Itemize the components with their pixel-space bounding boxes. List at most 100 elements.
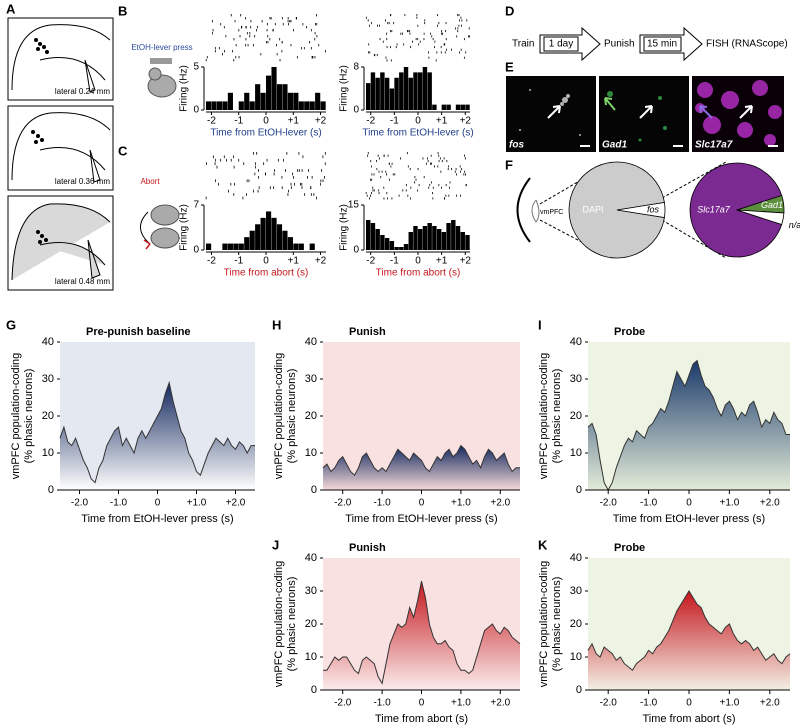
x-tick-label: 0 xyxy=(686,498,692,509)
bar xyxy=(413,72,418,110)
pie-label: fos xyxy=(647,204,660,214)
bar xyxy=(418,72,423,110)
pie-slice xyxy=(736,209,785,226)
bar xyxy=(389,241,395,250)
area-fill xyxy=(323,581,520,690)
area-line xyxy=(587,359,790,492)
bar xyxy=(276,224,283,250)
section-box xyxy=(7,17,114,101)
y-axis-label: vmPFC population-coding xyxy=(538,353,550,480)
x-axis-label: Time from abort (s) xyxy=(376,268,461,279)
arrow xyxy=(699,105,713,119)
x-tick-label: -2 xyxy=(207,116,216,127)
x-tick-label: +2.0 xyxy=(490,698,510,709)
brain-outline xyxy=(11,24,111,93)
bar xyxy=(293,243,299,250)
bar xyxy=(375,77,380,110)
bar xyxy=(244,92,250,110)
y-tick-label: 0 xyxy=(193,245,199,256)
x-tick-label: -1 xyxy=(390,116,399,127)
bar xyxy=(249,230,255,250)
y-axis-label: Firing (Hz) xyxy=(339,204,350,251)
brain-outline xyxy=(516,177,531,243)
y-tick-label: 30 xyxy=(305,585,317,597)
bar xyxy=(260,217,266,250)
panel-letter: K xyxy=(538,537,548,552)
x-tick-label: -1.0 xyxy=(640,498,658,509)
bar xyxy=(446,223,451,250)
bar xyxy=(394,247,399,250)
x-tick-label: +2.0 xyxy=(490,498,510,509)
bar xyxy=(455,226,461,250)
interval-label: 15 min xyxy=(647,39,677,50)
x-axis-label: Time from EtOH-lever press (s) xyxy=(81,513,233,525)
area-chart: 0 10 20 30 40 -2.0 -1.0 0 +1.0 +2.0 Time from EtOH… xyxy=(6,317,255,525)
x-tick-label: -1.0 xyxy=(110,498,128,509)
y-tick-label: 30 xyxy=(570,373,582,385)
y-tick-label: 5 xyxy=(193,62,199,73)
region-label: vmPFC xyxy=(540,209,563,216)
bar xyxy=(320,101,326,110)
bar xyxy=(206,243,212,250)
bar xyxy=(260,92,266,110)
panel-c: C Abort xyxy=(118,143,180,250)
panel-letter: A xyxy=(6,1,16,16)
x-tick-label: 0 xyxy=(155,498,161,509)
y-tick-label: 10 xyxy=(305,447,317,459)
interval-box xyxy=(543,36,579,52)
bar xyxy=(403,244,409,250)
x-tick-label: +2 xyxy=(460,116,472,127)
bar xyxy=(282,230,288,250)
x-tick-label: +2 xyxy=(315,256,327,267)
bar xyxy=(380,72,385,110)
x-tick-label: 0 xyxy=(415,116,421,127)
y-tick-label: 0 xyxy=(353,245,359,256)
chart-title: Punish xyxy=(349,326,386,338)
histogram: 0 7 -2 -1 0 +1 +2 Time from abort (s) Firing (Hz… xyxy=(179,152,327,279)
channel-label: Gad1 xyxy=(602,140,627,151)
bar xyxy=(266,211,272,250)
x-axis-label: Time from abort (s) xyxy=(642,713,735,725)
y-tick-label: 20 xyxy=(305,618,317,630)
y-axis-label: (% phasic neurons) xyxy=(551,577,563,672)
panel-letter: C xyxy=(118,143,128,158)
interval-box xyxy=(643,36,682,52)
y-axis-label: (% phasic neurons) xyxy=(551,369,563,464)
bar xyxy=(413,226,418,250)
pie-label: Slc17a7 xyxy=(697,204,731,214)
x-tick-label: +2.0 xyxy=(760,698,780,709)
x-tick-label: 0 xyxy=(419,698,425,709)
bar xyxy=(408,77,413,110)
pie-slice xyxy=(689,162,783,258)
bar xyxy=(244,237,250,250)
panel-a: A lateral 0.24 mm lateral 0.36 mm latera… xyxy=(6,1,114,291)
x-tick-label: -2.0 xyxy=(334,698,352,709)
area-chart: 0 10 20 30 40 -2.0 -1.0 0 +1.0 +2.0 Time from abor… xyxy=(538,537,791,725)
bar xyxy=(249,101,255,110)
interval-label: 1 day xyxy=(549,39,573,50)
mouse-icon xyxy=(150,204,180,226)
x-tick-label: -2.0 xyxy=(600,698,618,709)
brain-outline xyxy=(11,203,111,281)
y-axis-label: (% phasic neurons) xyxy=(23,369,35,464)
y-tick-label: 10 xyxy=(570,447,582,459)
x-tick-label: +1 xyxy=(288,256,300,267)
event-label: Abort xyxy=(140,177,160,186)
x-tick-label: -1 xyxy=(234,116,243,127)
bar xyxy=(309,101,315,110)
area-fill xyxy=(60,382,255,490)
arrow xyxy=(547,105,561,119)
y-tick-label: 20 xyxy=(570,410,582,422)
panel-d: D Train 1 day Punish 15 min FISH (RNASco… xyxy=(505,3,788,62)
panel-e: E fos Gad1 Slc17a7 xyxy=(505,59,784,152)
bar xyxy=(222,243,228,250)
chart-title: Pre-punish baseline xyxy=(86,326,191,338)
bar xyxy=(227,243,233,250)
mouse-icon xyxy=(148,67,162,81)
area-fill xyxy=(323,445,520,490)
y-axis-label: Firing (Hz) xyxy=(179,204,190,251)
x-tick-label: +1 xyxy=(436,256,448,267)
y-axis-label: Firing (Hz) xyxy=(339,65,350,112)
pie-slice xyxy=(568,161,665,259)
y-axis-label: vmPFC population-coding xyxy=(10,353,22,480)
